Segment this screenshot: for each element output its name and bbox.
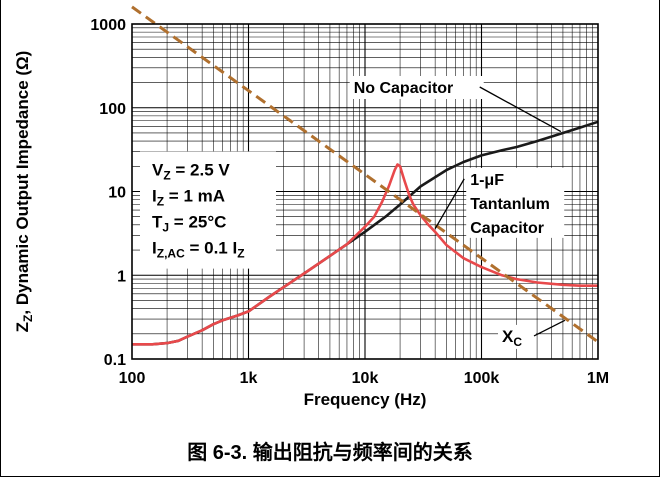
series-line-1 [132,163,598,346]
label-tantalum-capacitor: Capacitor [470,220,544,237]
leader-no-capacitor [479,86,562,133]
x-axis-label: Frequency (Hz) [304,390,427,409]
y-tick-label: 0.1 [104,352,126,369]
x-tick-label: 10k [352,370,379,387]
label-background [466,167,565,238]
x-tick-label: 100k [464,370,500,387]
y-tick-label: 1000 [90,17,126,34]
label-tantalum-capacitor: 1-μF [470,172,504,189]
y-tick-label: 1 [117,268,126,285]
condition-line: TJ = 25°C [152,213,226,235]
plot-border [131,23,599,360]
impedance-chart: 100 1k 10k 100k 1M 0.1 1 10 100 1000 Frequency (H… [13,5,609,409]
leader-tantalum [434,178,465,229]
x-tick-label: 100 [119,370,146,387]
label-background [498,324,537,349]
series-labels: No Capacitor 1-μF Tantanlum Capacitor XC [349,76,566,349]
y-tick-label: 10 [108,185,126,202]
series-layer [131,5,599,346]
condition-line: VZ = 2.5 V [152,161,230,183]
figure-caption: 图 6-3. 输出阻抗与频率间的关系 [187,442,473,464]
condition-line: IZ = 1 mA [152,187,225,209]
condition-line: IZ,AC = 0.1 IZ [152,239,245,261]
label-no-capacitor: No Capacitor [354,80,454,97]
label-xc: XC [502,327,522,349]
x-tick-label: 1M [587,370,609,387]
x-tick-label: 1k [240,370,258,387]
y-tick-label: 100 [99,101,126,118]
series-line-2 [131,5,599,344]
leader-xc [533,319,566,337]
y-axis-label: ZZ, Dynamic Output Impedance (Ω) [13,51,35,333]
test-conditions-box: VZ = 2.5 V IZ = 1 mA TJ = 25°C IZ,AC = 0.1 … [140,151,276,269]
label-background [349,76,484,100]
label-tantalum-capacitor: Tantanlum [470,196,550,213]
tick-labels: 100 1k 10k 100k 1M 0.1 1 10 100 1000 [90,17,609,387]
conditions-background [140,151,276,269]
